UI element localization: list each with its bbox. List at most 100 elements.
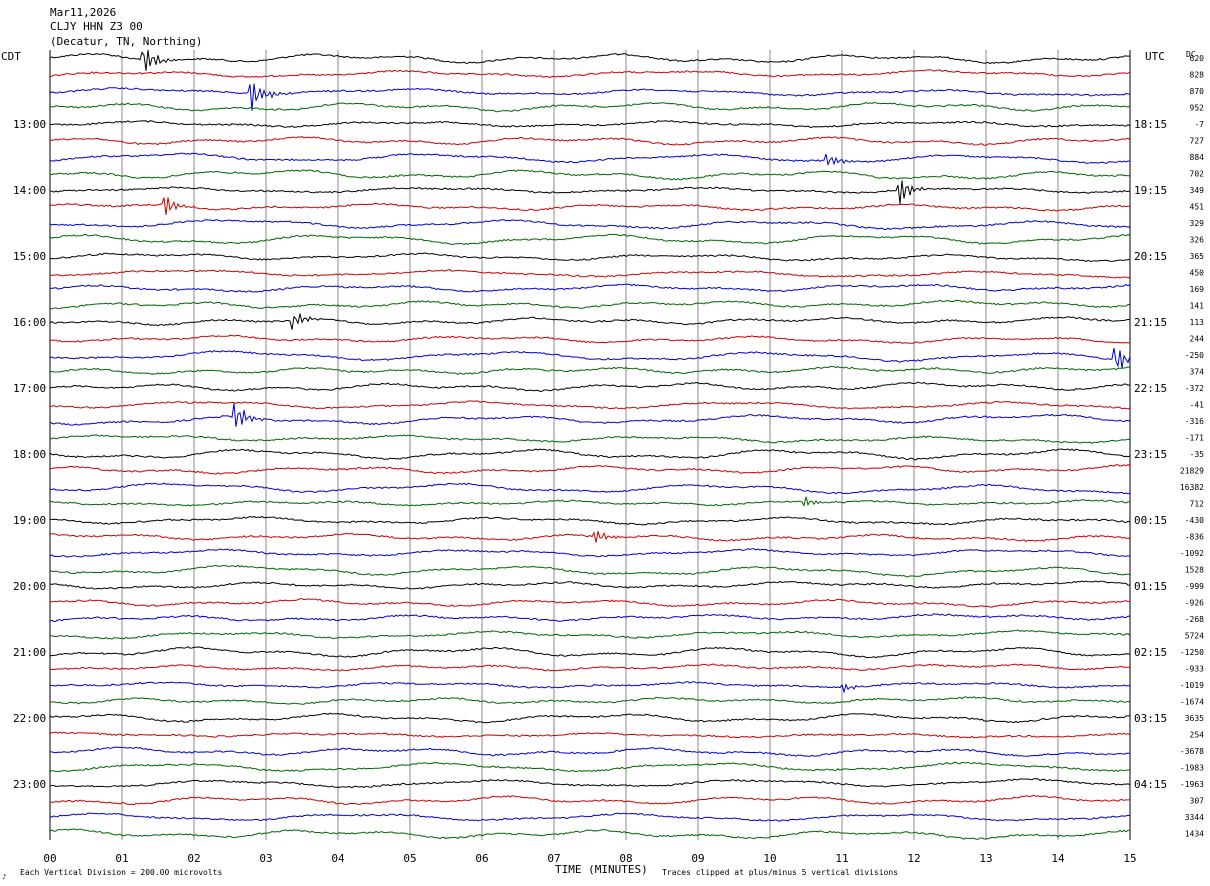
dc-offset-label: 307 xyxy=(1190,797,1205,806)
left-hour-label: 16:00 xyxy=(13,316,46,329)
dc-offset-label: -999 xyxy=(1185,582,1204,591)
trace-line xyxy=(49,152,1131,167)
dc-offset-label: 16382 xyxy=(1180,483,1204,492)
left-hour-label: 21:00 xyxy=(13,646,46,659)
x-axis-label: TIME (MINUTES) xyxy=(555,863,648,876)
trace-line xyxy=(49,564,1131,578)
dc-offset-label: 365 xyxy=(1190,252,1205,261)
trace-line xyxy=(49,283,1131,293)
dc-offset-label: -3678 xyxy=(1180,747,1204,756)
x-tick-label: 06 xyxy=(475,852,488,865)
trace-line xyxy=(49,299,1131,310)
dc-offset-label: 141 xyxy=(1190,302,1205,311)
dc-offset-label: -1019 xyxy=(1180,681,1204,690)
dc-offset-label: 326 xyxy=(1190,236,1205,245)
trace-line xyxy=(49,197,1130,215)
trace-line xyxy=(49,515,1131,526)
right-hour-label: 20:15 xyxy=(1134,250,1167,263)
trace-line xyxy=(49,69,1131,79)
trace-line xyxy=(50,746,1131,757)
trace-line xyxy=(49,348,1131,369)
x-tick-label: 04 xyxy=(331,852,345,865)
trace-line xyxy=(49,83,1131,111)
trace-line xyxy=(49,548,1130,558)
dc-offset-label: 702 xyxy=(1190,170,1205,179)
x-tick-label: 10 xyxy=(763,852,776,865)
right-hour-label: 23:15 xyxy=(1134,448,1167,461)
dc-offset-label: 828 xyxy=(1190,71,1205,80)
x-tick-label: 13 xyxy=(979,852,992,865)
dc-offset-label: 169 xyxy=(1190,285,1205,294)
left-hour-labels: 13:00 14:00 15:00 16:00 17:00 18:00 19:00 20:00… xyxy=(13,118,46,791)
left-timezone: CDT xyxy=(1,50,21,63)
right-hour-label: 04:15 xyxy=(1134,778,1167,791)
x-tick-label: 15 xyxy=(1123,852,1136,865)
dc-offset-label: -268 xyxy=(1185,615,1204,624)
corner-mark: ♪ xyxy=(2,873,6,881)
left-hour-label: 14:00 xyxy=(13,184,46,197)
trace-line xyxy=(49,531,1131,543)
trace-line xyxy=(49,169,1130,181)
right-hour-label: 21:15 xyxy=(1134,316,1167,329)
x-tick-label: 09 xyxy=(691,852,704,865)
trace-line xyxy=(49,598,1131,608)
right-timezone: UTC xyxy=(1145,50,1165,63)
dc-offset-label: 21829 xyxy=(1180,467,1204,476)
x-tick-label: 00 xyxy=(43,852,56,865)
trace-line xyxy=(49,794,1131,806)
dc-offset-label: -1250 xyxy=(1180,648,1204,657)
trace-line xyxy=(49,613,1131,623)
dc-offset-label: 3344 xyxy=(1185,813,1204,822)
x-tick-label: 03 xyxy=(259,852,272,865)
trace-line xyxy=(49,136,1131,146)
right-hour-label: 01:15 xyxy=(1134,580,1167,593)
x-tick-label: 08 xyxy=(619,852,632,865)
dc-offset-label: 620 xyxy=(1190,54,1205,63)
right-hour-label: 18:15 xyxy=(1134,118,1167,131)
x-tick-label: 02 xyxy=(187,852,200,865)
trace-line xyxy=(49,381,1131,393)
dc-offset-label: 3635 xyxy=(1185,714,1204,723)
minute-gridlines xyxy=(49,50,1131,840)
right-hour-labels: 18:15 19:15 20:15 21:15 22:15 23:15 00:15 01:15… xyxy=(1134,118,1167,791)
dc-offset-label: 450 xyxy=(1190,269,1205,278)
dc-offset-label: -7 xyxy=(1194,120,1204,129)
dc-offset-label: -41 xyxy=(1190,401,1205,410)
trace-line xyxy=(49,482,1131,495)
trace-line xyxy=(49,313,1131,330)
dc-offset-label: -430 xyxy=(1185,516,1204,525)
dc-offset-label: 113 xyxy=(1190,318,1205,327)
left-hour-label: 19:00 xyxy=(13,514,46,527)
left-hour-label: 17:00 xyxy=(13,382,46,395)
trace-line xyxy=(49,646,1131,659)
dc-offset-label: -250 xyxy=(1185,351,1204,360)
dc-offset-label: -836 xyxy=(1185,533,1204,542)
trace-line xyxy=(49,269,1131,279)
dc-label: DC xyxy=(1186,50,1196,59)
dc-offset-label: -1963 xyxy=(1180,780,1204,789)
right-hour-label: 00:15 xyxy=(1134,514,1167,527)
dc-offset-label: -1674 xyxy=(1180,698,1204,707)
trace-line xyxy=(49,663,1131,672)
x-tick-label: 12 xyxy=(907,852,920,865)
dc-offset-label: 374 xyxy=(1190,368,1205,377)
left-hour-label: 13:00 xyxy=(13,118,46,131)
trace-line xyxy=(49,180,1131,204)
dc-offset-label: -933 xyxy=(1185,665,1204,674)
dc-offset-label: 952 xyxy=(1190,104,1205,113)
trace-line xyxy=(49,761,1131,773)
dc-offset-label: 1434 xyxy=(1185,830,1204,839)
trace-line xyxy=(49,334,1131,344)
x-tick-label: 07 xyxy=(547,852,560,865)
dc-offset-label: 244 xyxy=(1190,335,1205,344)
trace-line xyxy=(49,580,1130,590)
left-hour-label: 15:00 xyxy=(13,250,46,263)
dc-offset-label: -926 xyxy=(1185,599,1204,608)
dc-offset-label: -1983 xyxy=(1180,764,1204,773)
trace-line xyxy=(49,778,1131,789)
trace-line xyxy=(49,400,1131,410)
x-tick-label: 14 xyxy=(1051,852,1065,865)
dc-offset-label: 451 xyxy=(1190,203,1205,212)
dc-offset-label: 870 xyxy=(1190,87,1205,96)
footer-scale: Each Vertical Division = 200.00 microvol… xyxy=(20,868,222,877)
